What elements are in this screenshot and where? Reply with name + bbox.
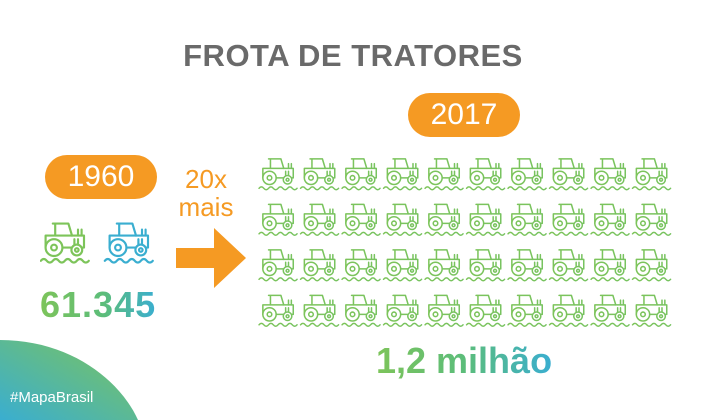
tractor-icon xyxy=(424,158,464,191)
tractor-icon xyxy=(465,158,506,191)
tractor-icon xyxy=(465,294,506,327)
tractor-icon xyxy=(507,294,547,327)
tractor-icon xyxy=(590,158,630,191)
tractor-icon xyxy=(424,294,464,327)
tractor-icon xyxy=(631,249,672,282)
tractor-icon xyxy=(631,294,672,327)
hashtag-corner-shape xyxy=(0,340,138,420)
tractor-icon xyxy=(548,203,589,236)
multiplier-label: 20x mais xyxy=(168,165,244,221)
tractor-icon xyxy=(548,294,589,327)
tractor-icon xyxy=(590,249,630,282)
tractor-icon xyxy=(590,203,630,236)
tractors-2017-grid xyxy=(258,158,672,327)
tractor-icon xyxy=(258,203,298,236)
tractor-icon xyxy=(465,249,506,282)
tractor-icon xyxy=(299,249,340,282)
arrow-right-icon xyxy=(176,228,246,288)
tractor-icon xyxy=(382,249,423,282)
tractor-icon xyxy=(382,158,423,191)
count-2017: 1,2 milhão xyxy=(376,340,553,381)
count-1960: 61.345 xyxy=(40,284,157,325)
tractor-icon xyxy=(465,203,506,236)
tractor-icon xyxy=(424,203,464,236)
tractor-icon xyxy=(341,294,381,327)
tractor-icon xyxy=(341,158,381,191)
tractor-icon xyxy=(341,203,381,236)
year-2017-badge: 2017 xyxy=(408,93,520,137)
tractor-icon xyxy=(258,158,298,191)
tractor-icon xyxy=(590,294,630,327)
tractor-icon xyxy=(424,249,464,282)
tractor-icon xyxy=(103,222,154,264)
hashtag-label: #MapaBrasil xyxy=(10,389,94,406)
tractor-icon xyxy=(299,203,340,236)
tractor-icon xyxy=(382,203,423,236)
tractor-icon xyxy=(548,249,589,282)
multiplier-word: mais xyxy=(178,192,234,222)
tractor-icon xyxy=(507,203,547,236)
tractor-icon xyxy=(299,158,340,191)
tractor-icon xyxy=(40,222,90,264)
tractor-icon xyxy=(258,294,298,327)
multiplier-value: 20x xyxy=(185,164,227,194)
tractor-icon xyxy=(299,294,340,327)
tractor-icon xyxy=(507,158,547,191)
tractor-icon xyxy=(548,158,589,191)
infographic-title: FROTA DE TRATORES xyxy=(183,38,523,73)
tractors-1960 xyxy=(40,222,154,264)
tractor-icon xyxy=(507,249,547,282)
tractor-icon xyxy=(382,294,423,327)
tractor-icon xyxy=(341,249,381,282)
year-1960-badge: 1960 xyxy=(45,155,157,199)
tractor-icon xyxy=(631,203,672,236)
tractor-icon xyxy=(631,158,672,191)
tractor-icon xyxy=(258,249,298,282)
